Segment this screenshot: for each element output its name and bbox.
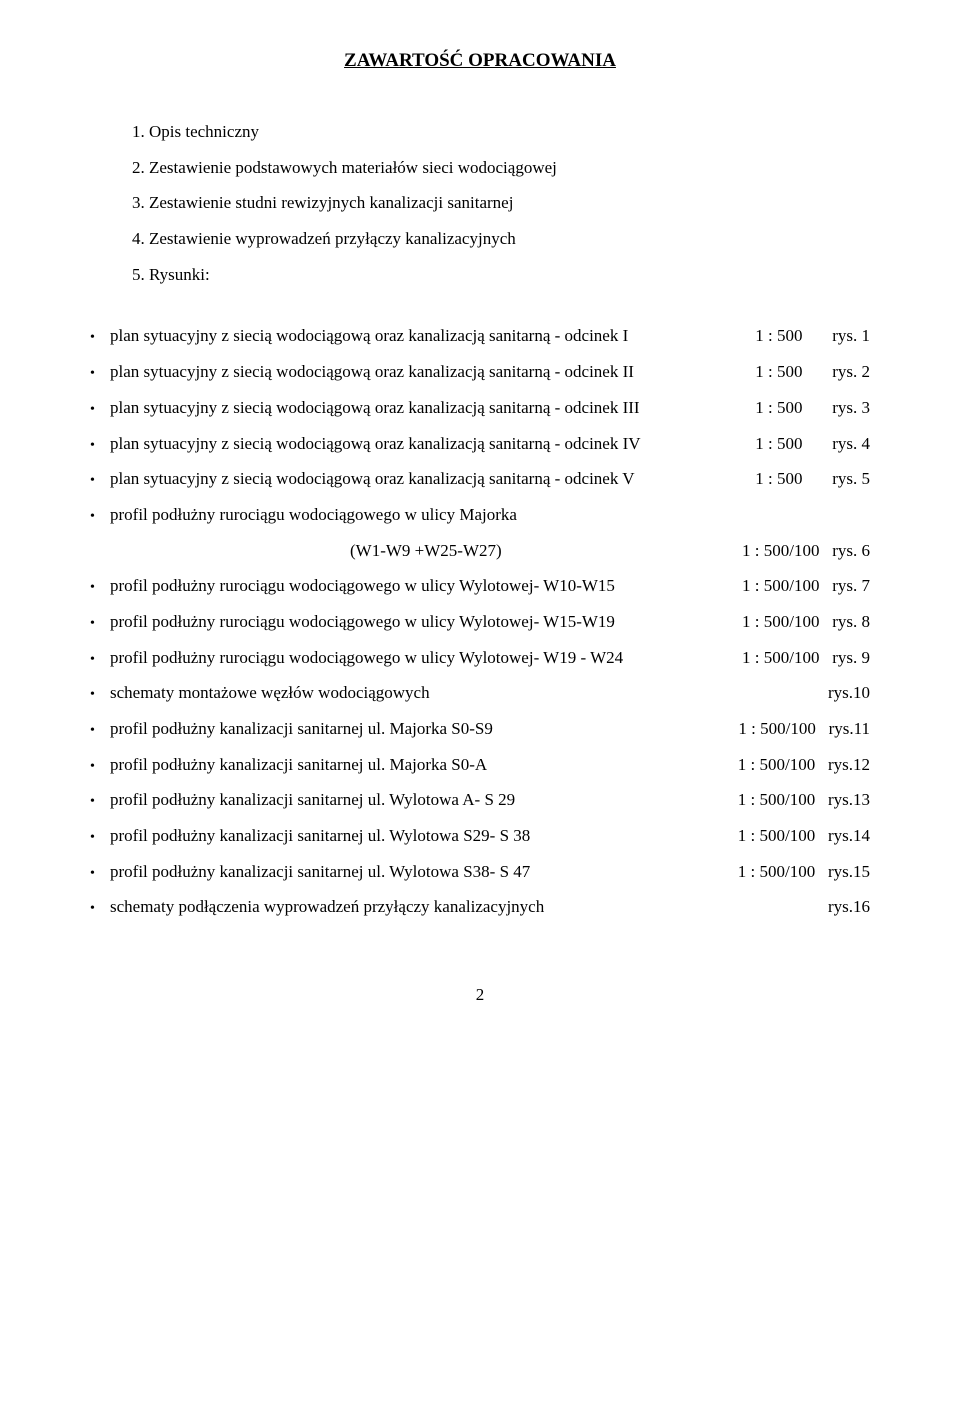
list-item: • plan sytuacyjny z siecią wodociągową o… bbox=[90, 390, 870, 426]
item-text: plan sytuacyjny z siecią wodociągową ora… bbox=[110, 426, 755, 462]
item-text: plan sytuacyjny z siecią wodociągową ora… bbox=[110, 390, 755, 426]
bullet-icon: • bbox=[90, 359, 110, 388]
item-scale: 1 : 500/100 rys.13 bbox=[738, 782, 870, 818]
bullet-icon: • bbox=[90, 716, 110, 745]
page-number: 2 bbox=[90, 985, 870, 1005]
list-item: • schematy podłączenia wyprowadzeń przył… bbox=[90, 889, 870, 925]
item-text: profil podłużny rurociągu wodociągowego … bbox=[110, 640, 742, 676]
item-scale: 1 : 500 rys. 2 bbox=[755, 354, 870, 390]
bullet-icon: • bbox=[90, 466, 110, 495]
bullet-icon: • bbox=[90, 787, 110, 816]
bullet-icon: • bbox=[90, 573, 110, 602]
sub-text: (W1-W9 +W25-W27) bbox=[350, 533, 742, 569]
item-scale: 1 : 500 rys. 5 bbox=[755, 461, 870, 497]
item-scale: 1 : 500 rys. 1 bbox=[755, 318, 870, 354]
sub-indent bbox=[90, 533, 350, 569]
bullet-icon: • bbox=[90, 752, 110, 781]
item-text: profil podłużny rurociągu wodociągowego … bbox=[110, 497, 870, 533]
bullet-icon: • bbox=[90, 859, 110, 888]
item-scale: 1 : 500/100 rys.11 bbox=[738, 711, 870, 747]
item-text: profil podłużny kanalizacji sanitarnej u… bbox=[110, 711, 738, 747]
item-text: profil podłużny rurociągu wodociągowego … bbox=[110, 568, 742, 604]
list-item: • schematy montażowe węzłów wodociągowyc… bbox=[90, 675, 870, 711]
item-text: profil podłużny kanalizacji sanitarnej u… bbox=[110, 854, 738, 890]
item-text: plan sytuacyjny z siecią wodociągową ora… bbox=[110, 461, 755, 497]
numbered-item: 3. Zestawienie studni rewizyjnych kanali… bbox=[90, 185, 870, 221]
item-scale: 1 : 500/100 rys.14 bbox=[738, 818, 870, 854]
bullet-icon: • bbox=[90, 502, 110, 531]
list-item: • plan sytuacyjny z siecią wodociągową o… bbox=[90, 426, 870, 462]
list-item: • plan sytuacyjny z siecią wodociągową o… bbox=[90, 354, 870, 390]
item-text: profil podłużny kanalizacji sanitarnej u… bbox=[110, 818, 738, 854]
numbered-list: 1. Opis techniczny 2. Zestawienie podsta… bbox=[90, 114, 870, 292]
numbered-item: 4. Zestawienie wyprowadzeń przyłączy kan… bbox=[90, 221, 870, 257]
item-scale: 1 : 500/100 rys. 8 bbox=[742, 604, 870, 640]
bullet-list: • plan sytuacyjny z siecią wodociągową o… bbox=[90, 318, 870, 925]
item-text: profil podłużny kanalizacji sanitarnej u… bbox=[110, 747, 738, 783]
bullet-icon: • bbox=[90, 894, 110, 923]
list-item: • profil podłużny rurociągu wodociągoweg… bbox=[90, 604, 870, 640]
numbered-item: 5. Rysunki: bbox=[90, 257, 870, 293]
bullet-icon: • bbox=[90, 609, 110, 638]
bullet-icon: • bbox=[90, 645, 110, 674]
item-scale: 1 : 500/100 rys. 9 bbox=[742, 640, 870, 676]
item-text: schematy montażowe węzłów wodociągowych bbox=[110, 675, 828, 711]
list-item: • profil podłużny rurociągu wodociągoweg… bbox=[90, 640, 870, 676]
page-title: ZAWARTOŚĆ OPRACOWANIA bbox=[90, 50, 870, 72]
item-scale: 1 : 500/100 rys.12 bbox=[738, 747, 870, 783]
item-scale: 1 : 500 rys. 4 bbox=[755, 426, 870, 462]
item-text: plan sytuacyjny z siecią wodociągową ora… bbox=[110, 318, 755, 354]
list-item: • profil podłużny kanalizacji sanitarnej… bbox=[90, 782, 870, 818]
item-text: schematy podłączenia wyprowadzeń przyłąc… bbox=[110, 889, 828, 925]
bullet-icon: • bbox=[90, 395, 110, 424]
sub-line: (W1-W9 +W25-W27) 1 : 500/100 rys. 6 bbox=[90, 533, 870, 569]
list-item: • plan sytuacyjny z siecią wodociągową o… bbox=[90, 318, 870, 354]
bullet-icon: • bbox=[90, 823, 110, 852]
item-text: plan sytuacyjny z siecią wodociągową ora… bbox=[110, 354, 755, 390]
bullet-icon: • bbox=[90, 431, 110, 460]
item-text: profil podłużny rurociągu wodociągowego … bbox=[110, 604, 742, 640]
item-scale: 1 : 500/100 rys.15 bbox=[738, 854, 870, 890]
list-item: • profil podłużny kanalizacji sanitarnej… bbox=[90, 711, 870, 747]
item-scale: 1 : 500/100 rys. 6 bbox=[742, 533, 870, 569]
bullet-icon: • bbox=[90, 323, 110, 352]
list-item: • profil podłużny kanalizacji sanitarnej… bbox=[90, 854, 870, 890]
list-item: • profil podłużny rurociągu wodociągoweg… bbox=[90, 497, 870, 533]
item-scale: 1 : 500 rys. 3 bbox=[755, 390, 870, 426]
list-item: • plan sytuacyjny z siecią wodociągową o… bbox=[90, 461, 870, 497]
item-scale: 1 : 500/100 rys. 7 bbox=[742, 568, 870, 604]
list-item: • profil podłużny kanalizacji sanitarnej… bbox=[90, 747, 870, 783]
item-scale: rys.16 bbox=[828, 889, 870, 925]
numbered-item: 2. Zestawienie podstawowych materiałów s… bbox=[90, 150, 870, 186]
list-item: • profil podłużny kanalizacji sanitarnej… bbox=[90, 818, 870, 854]
item-text: profil podłużny kanalizacji sanitarnej u… bbox=[110, 782, 738, 818]
numbered-item: 1. Opis techniczny bbox=[90, 114, 870, 150]
item-scale: rys.10 bbox=[828, 675, 870, 711]
bullet-icon: • bbox=[90, 680, 110, 709]
list-item: • profil podłużny rurociągu wodociągoweg… bbox=[90, 568, 870, 604]
